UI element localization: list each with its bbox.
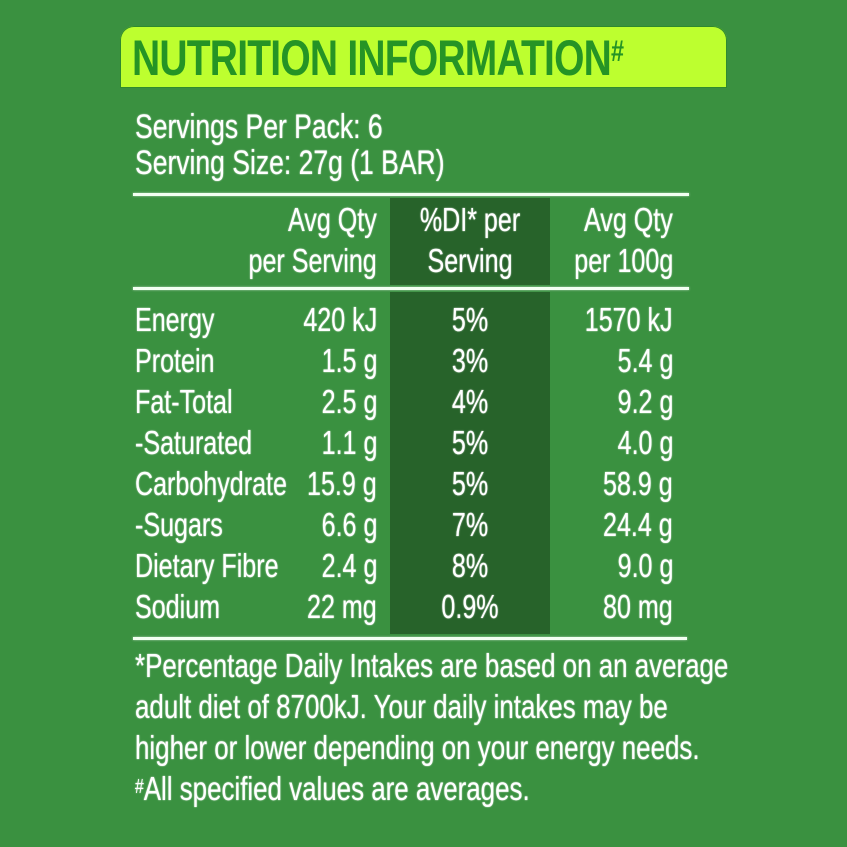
row-per-serving: 2.5 g — [321, 383, 377, 420]
footnote-line-4: #All specified values are averages. — [135, 769, 530, 809]
serving-size: Serving Size: 27g (1 BAR) — [135, 144, 445, 182]
row-per-serving: 420 kJ — [303, 301, 377, 338]
row-label: Carbohydrate — [135, 465, 287, 502]
col-header-per-100g-1: Avg Qty — [584, 201, 673, 238]
divider-header — [133, 287, 689, 290]
row-per-100g: 5.4 g — [617, 342, 673, 379]
col-header-per-100g-2: per 100g — [573, 242, 673, 279]
page-title: NUTRITION INFORMATION# — [132, 30, 624, 86]
servings-per-pack: Servings Per Pack: 6 — [135, 108, 383, 146]
row-per-100g: 58.9 g — [603, 465, 673, 502]
row-label: -Sugars — [135, 506, 223, 543]
row-di: 5% — [451, 301, 489, 338]
row-per-serving: 6.6 g — [321, 506, 377, 543]
row-per-serving: 22 mg — [307, 588, 377, 625]
footnote-mark: # — [135, 776, 144, 798]
col-header-di-1: %DI* per — [419, 201, 521, 238]
row-di: 5% — [451, 465, 489, 502]
row-label: Sodium — [135, 588, 221, 625]
di-column-header-bg — [390, 198, 550, 285]
row-per-100g: 4.0 g — [617, 424, 673, 461]
row-label: Energy — [135, 301, 215, 338]
title-banner: NUTRITION INFORMATION# — [120, 26, 727, 88]
row-label: -Saturated — [135, 424, 253, 461]
row-di: 3% — [451, 342, 489, 379]
footnote-line-2: adult diet of 8700kJ. Your daily intakes… — [135, 688, 668, 725]
col-header-per-serving-1: Avg Qty — [288, 201, 377, 238]
row-di: 5% — [451, 424, 489, 461]
row-per-100g: 80 mg — [603, 588, 673, 625]
row-per-serving: 1.1 g — [321, 424, 377, 461]
row-di: 4% — [451, 383, 489, 420]
footnote-line-1: *Percentage Daily Intakes are based on a… — [135, 647, 729, 684]
row-di: 0.9% — [441, 588, 499, 625]
row-per-100g: 9.0 g — [617, 547, 673, 584]
divider-top — [133, 193, 689, 196]
col-header-di-2: Serving — [427, 242, 513, 279]
title-text: NUTRITION INFORMATION — [132, 30, 612, 86]
footnote-line-3: higher or lower depending on your energy… — [135, 729, 700, 766]
row-di: 7% — [451, 506, 489, 543]
di-column-body-bg — [390, 292, 550, 634]
row-per-100g: 1570 kJ — [585, 301, 673, 338]
row-per-100g: 9.2 g — [617, 383, 673, 420]
footnote-line-4-text: All specified values are averages. — [143, 770, 530, 807]
title-footnote-mark: # — [611, 35, 624, 68]
row-label: Protein — [135, 342, 215, 379]
row-per-serving: 15.9 g — [307, 465, 377, 502]
col-header-per-serving-2: per Serving — [248, 242, 377, 279]
row-per-serving: 1.5 g — [321, 342, 377, 379]
row-per-100g: 24.4 g — [603, 506, 673, 543]
row-label: Fat-Total — [135, 383, 233, 420]
row-per-serving: 2.4 g — [321, 547, 377, 584]
divider-bottom — [133, 637, 687, 640]
row-di: 8% — [451, 547, 489, 584]
row-label: Dietary Fibre — [135, 547, 279, 584]
